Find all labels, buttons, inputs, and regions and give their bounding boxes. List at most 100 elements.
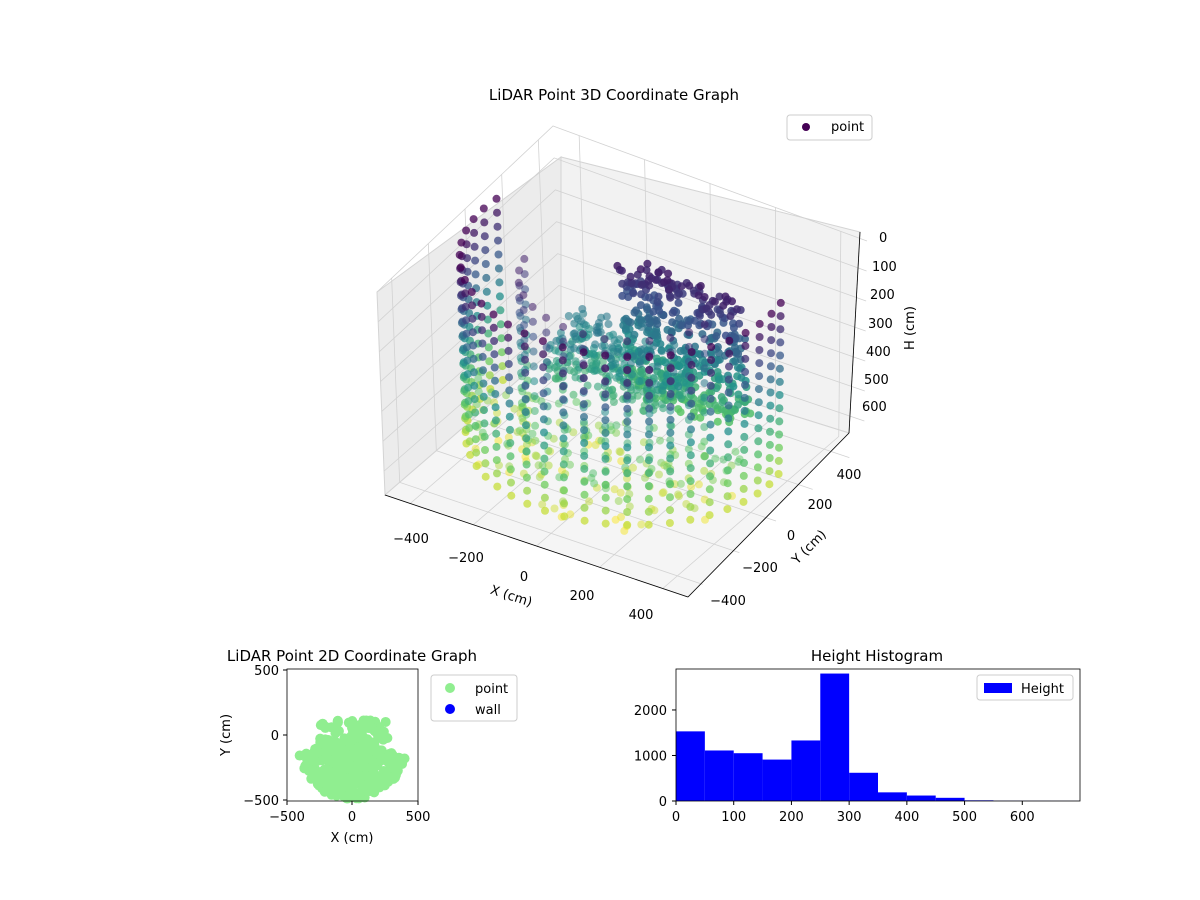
scatter3d-point (755, 333, 764, 341)
scatter3d-point (481, 260, 490, 268)
scatter3d-point (570, 319, 579, 328)
scatter3d-point (523, 499, 532, 508)
scatter3d-point (540, 454, 549, 463)
scatter3d-point (775, 391, 784, 399)
scatter3d-point (677, 282, 686, 291)
scatter3d-point (635, 360, 644, 369)
scatter3d-point (594, 328, 603, 337)
scatter3d-point (616, 488, 625, 497)
scatter3d-point (530, 377, 539, 386)
scatter3d-point (754, 411, 763, 420)
scatter3d-point (739, 497, 748, 506)
scatter3d-point (598, 342, 607, 351)
scatter3d-point (505, 386, 514, 395)
scatter3d-point (497, 334, 506, 343)
scatter3d-point (593, 382, 602, 391)
scatter3d-point (732, 305, 741, 314)
scatter3d-point (542, 313, 551, 322)
scatter3d-point (706, 381, 715, 390)
scatter3d-point (522, 434, 531, 443)
scatter3d-point (579, 374, 588, 383)
scatter3d-point (713, 417, 722, 426)
scatter3d-point (598, 357, 607, 366)
scatter3d-point (707, 343, 716, 351)
histogram-bar (762, 759, 792, 801)
scatter3d-point (601, 519, 610, 528)
scatter3d-gridline (380, 221, 866, 382)
scatter3d-point (623, 391, 632, 400)
scatter3d-point (558, 369, 567, 378)
scatter3d-point (740, 419, 749, 428)
scatter3d-point (666, 364, 675, 373)
scatter3d-point (687, 482, 696, 491)
scatter3d-point (718, 398, 727, 407)
scatter3d-point (666, 390, 675, 398)
histogram-bar (849, 772, 878, 801)
scatter3d-point (601, 377, 610, 386)
scatter3d-point (676, 347, 685, 355)
scatter3d-point (498, 362, 507, 371)
scatter3d-point (615, 369, 624, 378)
scatter3d-point (636, 301, 645, 310)
scatter3d-point (560, 512, 569, 521)
scatter3d-point (645, 443, 653, 452)
scatter3d-point (623, 417, 632, 426)
scatter3d-points (455, 194, 785, 535)
scatter3d-point (630, 330, 639, 339)
scatter3d-point (685, 281, 694, 290)
scatter3d-x-tick: 0 (520, 570, 528, 585)
histogram-x-tick: 200 (779, 810, 804, 825)
scatter3d-point (666, 441, 675, 450)
histogram-x-tick: 300 (837, 810, 862, 825)
scatter3d-point (776, 338, 785, 347)
scatter3d-point (463, 356, 472, 365)
scatter3d-gridline (379, 189, 867, 353)
scatter3d-y-tick: 0 (787, 529, 795, 544)
histogram-ticks: 0 100 200 300 400 500 600 0 1000 2000 (634, 704, 1035, 825)
scatter3d-point (645, 404, 654, 413)
scatter3d-x-tick: 400 (629, 608, 654, 623)
scatter3d-point (492, 456, 501, 465)
scatter3d-point (629, 463, 637, 472)
scatter3d-point (455, 250, 464, 259)
scatter3d-point (776, 325, 785, 334)
scatter3d-point (755, 319, 764, 328)
scatter3d-point (765, 480, 774, 489)
histogram-x-tick: 400 (894, 810, 919, 825)
scatter3d-point (580, 413, 588, 421)
scatter3d-point (666, 480, 675, 489)
scatter3d-point (706, 394, 715, 403)
scatter3d-y-tick: 200 (808, 498, 833, 513)
scatter3d-legend-marker (802, 123, 810, 131)
scatter3d-point (481, 459, 490, 468)
scatter3d-point (687, 348, 696, 356)
scatter3d-point (675, 314, 684, 323)
scatter3d-y-tick: −400 (710, 594, 746, 609)
scatter3d-point (521, 355, 529, 364)
scatter3d-point (591, 441, 600, 449)
scatter3d-point (734, 349, 743, 358)
scatter3d-point (492, 442, 501, 451)
scatter3d-point (491, 416, 500, 425)
scatter2d-point (312, 779, 323, 790)
scatter3d-point (740, 445, 749, 454)
scatter2d-point (360, 762, 371, 773)
scatter3d-point (700, 423, 709, 431)
scatter3d-point (623, 520, 632, 529)
scatter3d-point (468, 301, 477, 310)
scatter3d-point (601, 506, 610, 515)
scatter3d-point (601, 480, 610, 489)
scatter3d-point (700, 293, 709, 301)
scatter3d-point (493, 222, 502, 231)
scatter3d-point (753, 489, 762, 498)
scatter3d-point (602, 312, 611, 321)
scatter3d-gridline (376, 125, 868, 293)
scatter3d-point (734, 400, 742, 409)
scatter3d-point (637, 520, 646, 529)
scatter2d-x-tick: 500 (406, 810, 431, 825)
scatter2d-point (399, 753, 410, 764)
scatter3d-point (504, 320, 512, 329)
scatter3d-point (538, 461, 547, 470)
scatter3d-point (637, 350, 646, 359)
scatter3d-x-tick: −400 (393, 532, 429, 547)
